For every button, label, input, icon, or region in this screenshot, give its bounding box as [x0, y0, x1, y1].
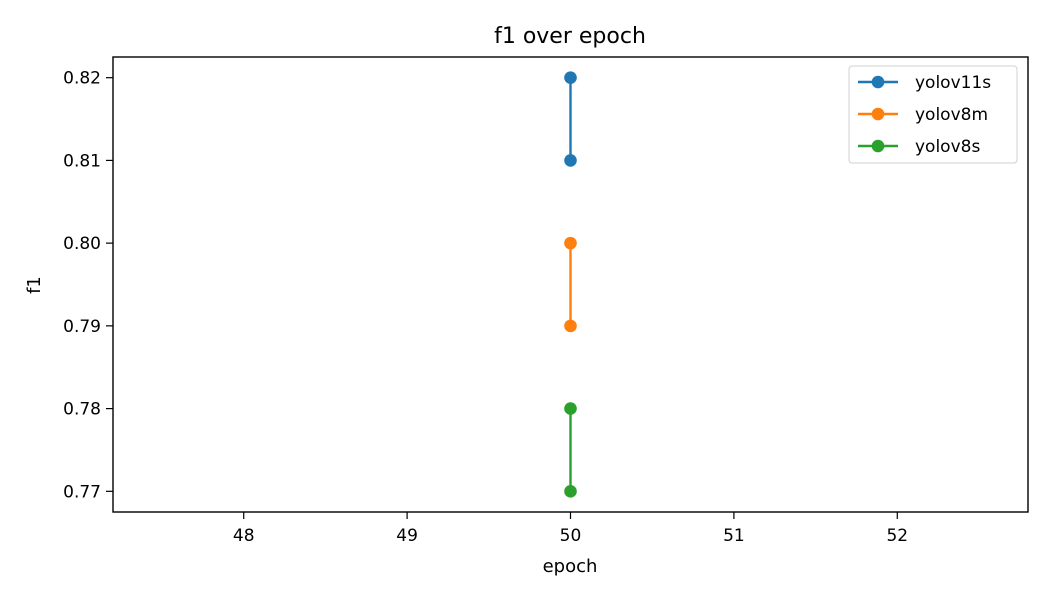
legend-marker-yolov8m: [871, 107, 885, 121]
chart-title: f1 over epoch: [494, 24, 646, 49]
data-point-yolov8s: [564, 402, 577, 415]
data-point-yolov8m: [564, 319, 577, 333]
data-point-yolov11s: [564, 71, 577, 84]
x-axis-tick-label: 51: [723, 526, 745, 546]
legend-box: [848, 65, 1018, 164]
x-axis-tick-label: 49: [396, 526, 418, 546]
x-axis-tick-label: 52: [886, 526, 908, 546]
legend-marker-yolov11s: [871, 75, 885, 89]
y-axis-tick-label: 0.79: [63, 317, 101, 337]
legend-label: yolov8s: [915, 137, 980, 157]
x-axis-tick-label: 50: [560, 526, 582, 546]
legend-label: yolov8m: [915, 105, 988, 125]
x-axis-label: epoch: [543, 556, 598, 577]
y-axis-tick-label: 0.81: [63, 151, 101, 171]
x-axis-tick-label: 48: [233, 526, 255, 546]
plot-area: 48 49 50 51 52 0.77 0.78 0.79 0.80 0.81 0.82 yolov1…: [63, 56, 1029, 546]
legend-label: yolov11s: [915, 73, 991, 93]
data-point-yolov8m: [564, 236, 577, 250]
legend: yolov11s yolov8m yolov8s: [848, 65, 1018, 164]
y-axis-tick-label: 0.80: [63, 234, 101, 254]
y-axis-tick-label: 0.78: [63, 400, 101, 420]
legend-marker-yolov8s: [871, 139, 885, 153]
data-point-yolov11s: [564, 154, 577, 167]
y-axis-tick-label: 0.82: [63, 69, 101, 89]
y-axis-label: f1: [24, 276, 45, 294]
y-axis-tick-label: 0.77: [63, 482, 101, 502]
data-point-yolov8s: [564, 485, 577, 498]
